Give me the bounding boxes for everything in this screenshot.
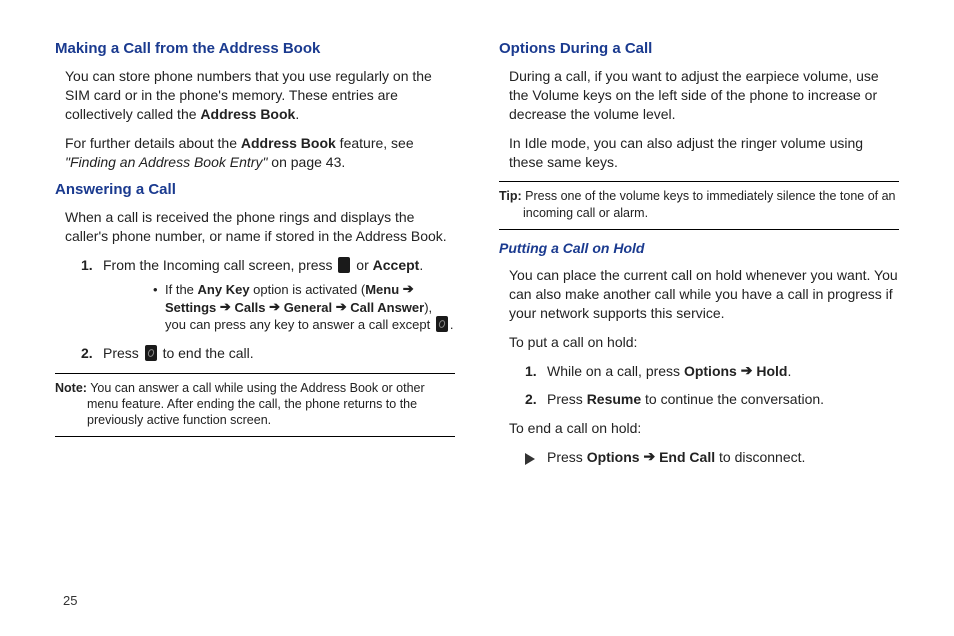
label-end-call: End Call (659, 449, 715, 465)
text: . (419, 257, 423, 273)
label-call-answer: Call Answer (350, 300, 424, 315)
step-number: 1. (81, 256, 93, 275)
label-calls: Calls (234, 300, 265, 315)
arrow-icon: ➔ (336, 298, 347, 316)
bullet-any-key: If the Any Key option is activated (Menu… (153, 281, 455, 334)
text: or (352, 257, 372, 273)
page-footer: 25 (63, 592, 77, 610)
text: . (450, 317, 454, 332)
send-key-icon (338, 257, 350, 273)
text: If the (165, 282, 198, 297)
para-hold-steps-intro: To put a call on hold: (509, 333, 899, 352)
text: Press (547, 391, 587, 407)
divider (55, 436, 455, 437)
divider (55, 373, 455, 374)
triangle-bullet-icon (525, 451, 535, 470)
label-menu: Menu (365, 282, 399, 297)
step-1: 1. From the Incoming call screen, press … (81, 256, 455, 334)
label-resume: Resume (587, 391, 641, 407)
label-options: Options (587, 449, 640, 465)
label-hold: Hold (756, 363, 787, 379)
sub-bullets: If the Any Key option is activated (Menu… (103, 281, 455, 334)
text: to end the call. (159, 345, 254, 361)
note-box: Note: You can answer a call while using … (55, 380, 455, 429)
tip-label: Tip: (499, 189, 522, 203)
text: feature, see (336, 135, 414, 151)
end-key-icon (145, 345, 157, 361)
text: to continue the conversation. (641, 391, 824, 407)
para-answering-desc: When a call is received the phone rings … (65, 208, 455, 246)
step-number: 2. (81, 344, 93, 363)
label-any-key: Any Key (198, 282, 250, 297)
term-address-book: Address Book (241, 135, 336, 151)
end-key-icon (436, 316, 448, 332)
arrow-icon: ➔ (269, 298, 280, 316)
heading-hold: Putting a Call on Hold (499, 240, 899, 256)
text: For further details about the (65, 135, 241, 151)
note-label: Note: (55, 381, 87, 395)
divider (499, 181, 899, 182)
para-volume-adjust: During a call, if you want to adjust the… (509, 67, 899, 124)
arrow-icon: ➔ (643, 447, 655, 466)
para-end-hold-intro: To end a call on hold: (509, 419, 899, 438)
note-text: You can answer a call while using the Ad… (87, 381, 425, 428)
text: While on a call, press (547, 363, 684, 379)
text: option is activated ( (250, 282, 366, 297)
text: to disconnect. (715, 449, 805, 465)
arrow-steps: Press Options ➔ End Call to disconnect. (499, 448, 899, 467)
text: Press (547, 449, 587, 465)
step-2: 2. Press Resume to continue the conversa… (525, 390, 899, 409)
tip-text: Press one of the volume keys to immediat… (522, 189, 896, 219)
text: . (295, 106, 299, 122)
heading-answering-call: Answering a Call (55, 181, 455, 198)
para-further-details: For further details about the Address Bo… (65, 134, 455, 172)
para-hold-desc: You can place the current call on hold w… (509, 266, 899, 323)
right-column: Options During a Call During a call, if … (499, 40, 899, 606)
tip-box: Tip: Press one of the volume keys to imm… (499, 188, 899, 221)
para-address-book-intro: You can store phone numbers that you use… (65, 67, 455, 124)
text: Press (103, 345, 143, 361)
xref-finding-entry: "Finding an Address Book Entry" (65, 154, 267, 170)
text: From the Incoming call screen, press (103, 257, 336, 273)
label-options: Options (684, 363, 737, 379)
para-idle-volume: In Idle mode, you can also adjust the ri… (509, 134, 899, 172)
arrow-step: Press Options ➔ End Call to disconnect. (525, 448, 899, 467)
label-general: General (284, 300, 332, 315)
heading-making-call: Making a Call from the Address Book (55, 40, 455, 57)
label-accept: Accept (373, 257, 420, 273)
step-number: 2. (525, 390, 537, 409)
heading-options-during: Options During a Call (499, 40, 899, 57)
left-column: Making a Call from the Address Book You … (55, 40, 455, 606)
text: . (787, 363, 791, 379)
term-address-book: Address Book (200, 106, 295, 122)
arrow-icon: ➔ (741, 361, 753, 380)
text: on page 43. (267, 154, 345, 170)
steps-answering: 1. From the Incoming call screen, press … (55, 256, 455, 362)
label-settings: Settings (165, 300, 216, 315)
step-1: 1. While on a call, press Options ➔ Hold… (525, 362, 899, 381)
manual-page: Making a Call from the Address Book You … (0, 0, 954, 636)
page-number: 25 (63, 593, 77, 608)
divider (499, 229, 899, 230)
step-number: 1. (525, 362, 537, 381)
arrow-icon: ➔ (220, 298, 231, 316)
step-2: 2. Press to end the call. (81, 344, 455, 363)
arrow-icon: ➔ (403, 280, 414, 298)
steps-hold: 1. While on a call, press Options ➔ Hold… (499, 362, 899, 410)
